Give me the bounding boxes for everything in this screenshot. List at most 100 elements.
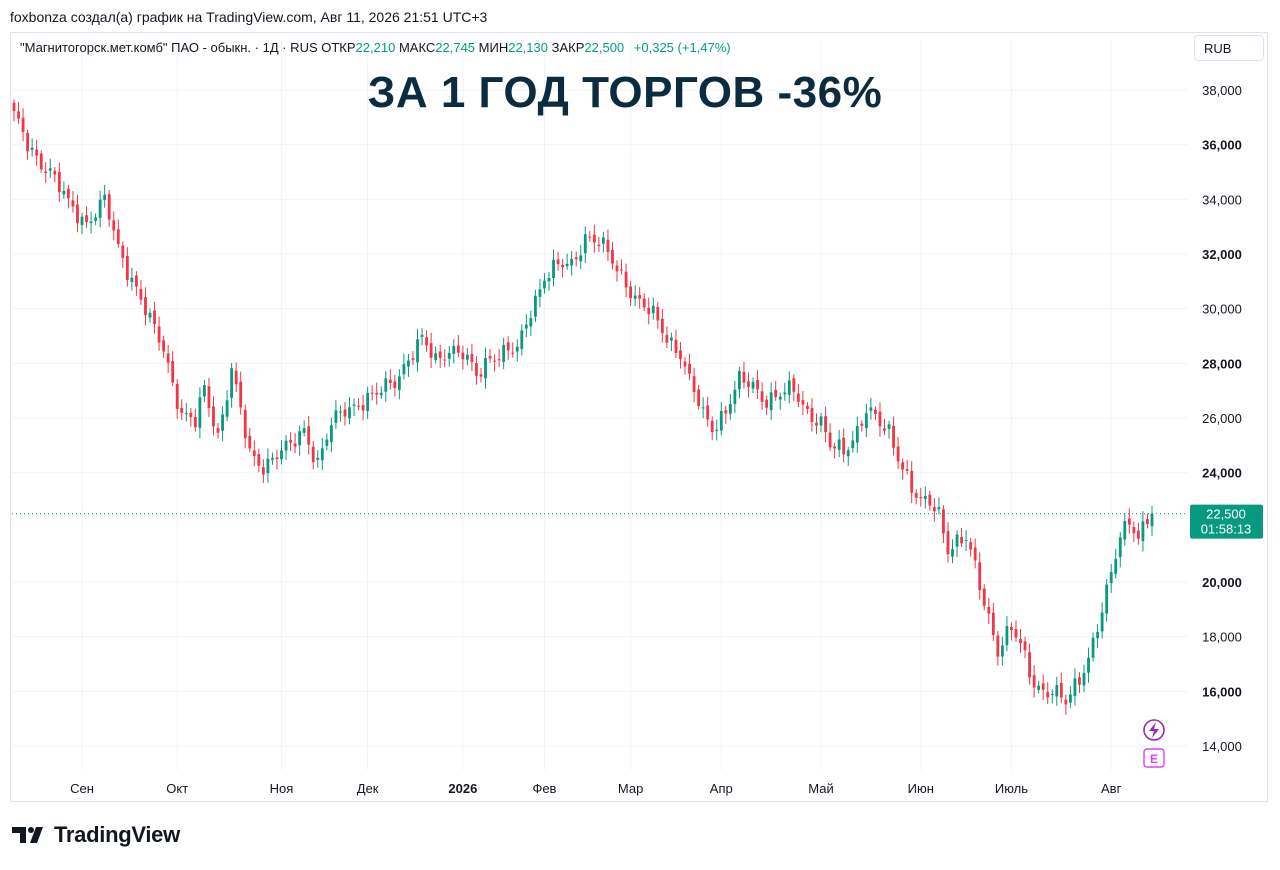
- low-label: МИН: [478, 40, 509, 55]
- candle-body: [139, 288, 143, 300]
- candle-body: [180, 407, 184, 413]
- candle-body: [1073, 678, 1077, 697]
- candle-body: [846, 450, 850, 457]
- candle-body: [461, 352, 465, 360]
- candle-body: [706, 405, 710, 420]
- candle-body: [26, 132, 30, 152]
- candle-body: [257, 454, 261, 466]
- candle-body: [692, 376, 696, 392]
- candle-body: [910, 470, 914, 493]
- candle-body: [116, 229, 120, 244]
- candle-body: [543, 280, 546, 289]
- candle-body: [239, 381, 243, 408]
- candle-body: [801, 400, 805, 405]
- candle-body: [756, 380, 759, 390]
- candle-body: [1050, 694, 1054, 696]
- candle-body: [742, 371, 746, 383]
- candle-body: [348, 407, 351, 419]
- candle-body: [1019, 638, 1022, 644]
- candle-body: [425, 337, 428, 346]
- candle-body: [1005, 626, 1009, 646]
- candle-body: [438, 351, 442, 359]
- candle-body: [329, 425, 333, 442]
- candle-body: [307, 426, 311, 445]
- x-tick-label: Фев: [532, 781, 556, 796]
- candle-body: [774, 389, 778, 398]
- x-tick-label: Ноя: [270, 781, 294, 796]
- candle-body: [107, 194, 111, 220]
- candle-body: [497, 359, 501, 361]
- candle-body: [1091, 637, 1095, 658]
- candle-body: [751, 381, 755, 389]
- tradingview-logo-icon: [12, 827, 43, 843]
- candle-body: [375, 392, 379, 395]
- candle-body: [62, 191, 66, 195]
- earnings-icon[interactable]: E: [1143, 748, 1165, 768]
- candle-body: [125, 256, 129, 281]
- candle-body: [456, 345, 460, 353]
- y-tick-label: 34,000: [1202, 192, 1242, 207]
- candle-body: [17, 111, 20, 119]
- candle-body: [416, 339, 419, 363]
- candle-body: [864, 413, 868, 429]
- candle-body: [837, 439, 841, 450]
- candle-body: [252, 450, 256, 457]
- candle-body: [620, 269, 623, 271]
- candle-body: [796, 393, 800, 402]
- candle-body: [670, 337, 673, 341]
- candle-body: [21, 117, 25, 132]
- candle-body: [339, 411, 342, 413]
- candle-body: [207, 386, 211, 408]
- candle-body: [112, 220, 116, 231]
- candle-body: [701, 407, 705, 409]
- candle-body: [293, 443, 297, 447]
- candle-body: [193, 416, 197, 428]
- candle-body: [547, 278, 551, 282]
- y-axis: 38,000 36,000 34,000 32,000 30,000 28,000 26,0…: [1202, 83, 1242, 754]
- candle-body: [588, 236, 592, 238]
- x-tick-label: Май: [808, 781, 833, 796]
- candle-body: [896, 446, 900, 462]
- candle-body: [175, 383, 179, 409]
- candle-body: [515, 346, 519, 352]
- candle-body: [144, 297, 147, 316]
- candle-body: [538, 289, 542, 297]
- candle-body: [366, 392, 370, 412]
- x-tick-label: Мар: [618, 781, 643, 796]
- grid-lines: [12, 40, 1188, 770]
- brand-name: TradingView: [54, 822, 180, 847]
- candle-body: [98, 199, 102, 218]
- y-tick-label: 26,000: [1202, 411, 1242, 426]
- lightning-icon[interactable]: [1143, 719, 1165, 741]
- candle-body: [828, 432, 832, 448]
- candle-body: [506, 342, 510, 351]
- y-tick-label: 18,000: [1202, 630, 1242, 645]
- candle-body: [660, 318, 664, 334]
- candle-body: [842, 437, 846, 455]
- candle-body: [946, 531, 950, 555]
- candle-body: [407, 360, 410, 367]
- candle-body: [1028, 652, 1031, 678]
- candle-body: [810, 407, 814, 423]
- candle-body: [1105, 584, 1109, 614]
- open-value: 22,210: [355, 40, 396, 55]
- candle-body: [1123, 520, 1127, 540]
- candle-body: [679, 350, 682, 360]
- candle-body: [402, 364, 406, 375]
- currency-button[interactable]: RUB: [1194, 35, 1264, 61]
- last-price-label-bg: [1190, 504, 1263, 539]
- candle-body: [973, 547, 977, 561]
- candle-body: [855, 426, 859, 443]
- candle-body: [212, 406, 215, 427]
- tradingview-brand[interactable]: TradingView: [12, 822, 180, 848]
- candle-body: [1014, 629, 1018, 638]
- chart-frame: [10, 32, 1268, 802]
- symbol-title: "Магнитогорск.мет.комб" ПАО - обыкн. · 1…: [20, 40, 318, 55]
- candle-body: [765, 399, 769, 408]
- candle-body: [1150, 513, 1154, 527]
- candle-body: [991, 612, 995, 636]
- bar-countdown: 01:58:13: [1201, 522, 1252, 537]
- candle-body: [615, 265, 619, 272]
- candle-body: [248, 435, 252, 449]
